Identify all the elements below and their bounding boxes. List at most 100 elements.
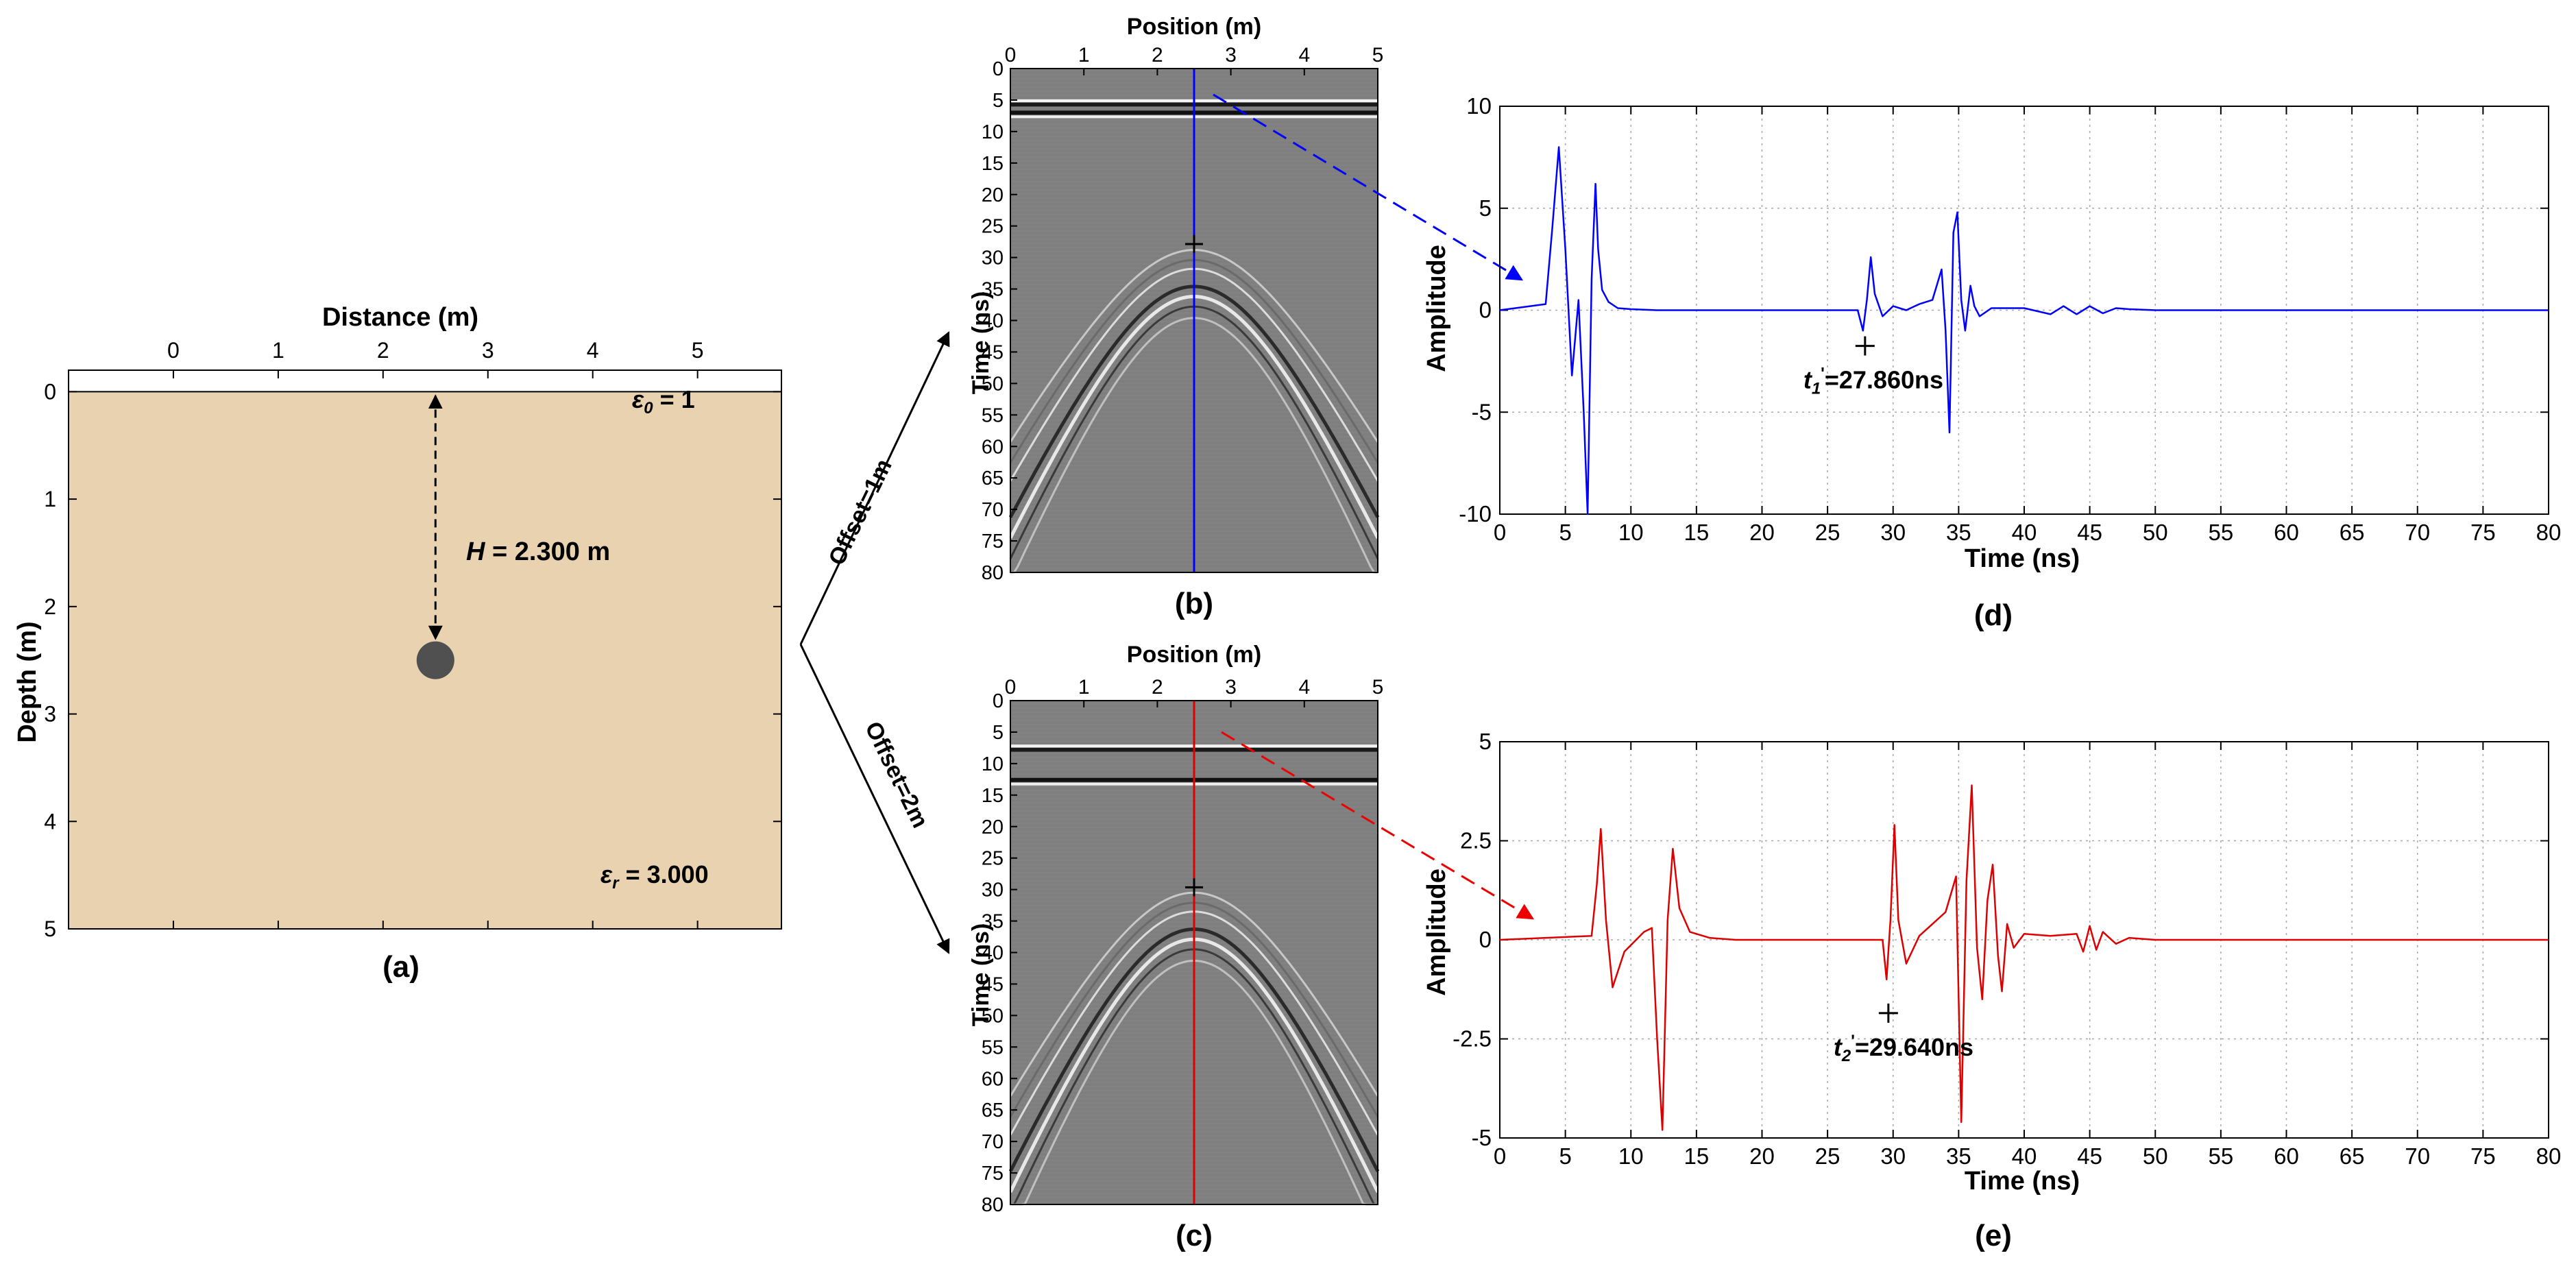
- model-frame: [68, 369, 782, 930]
- trace-x-axis-label: Time (ns): [1965, 544, 2080, 573]
- first-arrival-pick-marker: [1855, 336, 1875, 356]
- model-y-tick-label: 4: [44, 809, 56, 834]
- trace-y-tick-label: -5: [1472, 399, 1492, 424]
- trace-x-tick-label: 75: [2470, 1143, 2496, 1169]
- upper-branch-arrow: [799, 331, 950, 645]
- radargram-y-tick-label: 35: [982, 911, 1004, 933]
- radargram-y-tick-label: 45: [982, 341, 1004, 363]
- first-arrival-pick-label: t1'=27.860ns: [1803, 365, 1943, 398]
- radargram-y-tick-label: 20: [982, 184, 1004, 206]
- model-panel: 0 1 2 3 4 5 0 1 2 3 4 5 Distance (m) Depth (m) ε0 …: [13, 303, 782, 984]
- model-x-tick-label: 4: [587, 338, 599, 363]
- caption-a: (a): [382, 950, 420, 984]
- trace-x-tick-label: 60: [2274, 1143, 2299, 1169]
- radargram-x-tick-label: 5: [1372, 44, 1384, 66]
- radargram-x-tick-label: 2: [1152, 676, 1163, 699]
- trace-x-tick-label: 55: [2209, 1143, 2234, 1169]
- radargram-y-tick-label: 80: [982, 562, 1004, 584]
- model-x-tick-label: 5: [692, 338, 704, 363]
- radargram-y-tick-label: 25: [982, 848, 1004, 870]
- lower-branch-arrow: [799, 644, 950, 954]
- trace-waveform: [1499, 146, 2549, 516]
- trace-y-tick-label: 2.5: [1460, 828, 1492, 853]
- radargram-x-tick-label: 4: [1298, 676, 1310, 699]
- trace-y-tick-label: -5: [1472, 1125, 1492, 1150]
- trace-x-tick-label: 80: [2536, 520, 2562, 545]
- radargram-y-tick-label: 75: [982, 531, 1004, 553]
- trace-y-ticks: -5 -2.5 0 2.5 5: [1453, 729, 2549, 1150]
- offset-branch-arrows: Offset=1m Offset=2m: [799, 331, 950, 954]
- trace-x-tick-label: 65: [2340, 1143, 2365, 1169]
- radargram-x-tick-label: 1: [1078, 44, 1090, 66]
- model-y-axis-label: Depth (m): [13, 621, 42, 742]
- trace-x-tick-label: 10: [1618, 520, 1644, 545]
- radargram-x-ticks: 0 1 2 3 4 5: [1005, 676, 1383, 707]
- radargram-y-tick-label: 15: [982, 153, 1004, 175]
- model-x-ticks: 0 1 2 3 4 5: [167, 338, 704, 929]
- radargram-y-tick-label: 10: [982, 753, 1004, 775]
- caption-b: (b): [1175, 587, 1213, 620]
- radargram-y-tick-label: 40: [982, 311, 1004, 332]
- radargram-y-tick-label: 60: [982, 1068, 1004, 1090]
- model-y-tick-label: 5: [44, 917, 56, 941]
- trace-x-tick-label: 30: [1880, 1143, 1906, 1169]
- model-x-axis-label: Distance (m): [322, 303, 478, 332]
- radargram-y-tick-label: 65: [982, 1100, 1004, 1122]
- radargram-y-tick-label: 5: [993, 90, 1004, 112]
- model-y-tick-label: 3: [44, 702, 56, 727]
- first-arrival-pick-label: t2'=29.640ns: [1834, 1032, 1973, 1065]
- buried-target: [416, 641, 454, 679]
- model-y-tick-label: 2: [44, 594, 56, 619]
- trace-x-tick-label: 70: [2405, 520, 2430, 545]
- radargram-y-tick-label: 70: [982, 1131, 1004, 1153]
- radargram-y-tick-label: 60: [982, 436, 1004, 458]
- radargram-x-tick-label: 4: [1298, 44, 1310, 66]
- radargram-y-tick-label: 70: [982, 499, 1004, 521]
- trace-x-ticks: 0 5 10 15 20 25 30 35 40 45 50 55 60 65 70 75 80: [1494, 742, 2561, 1169]
- radargram-y-tick-label: 0: [993, 690, 1004, 712]
- trace-x-ticks: 0 5 10 15 20 25 30 35 40 45 50 55 60 65 70 75 80: [1494, 106, 2562, 545]
- trace-x-tick-label: 5: [1559, 1143, 1571, 1169]
- trace-plot-offset-2m: 0 5 10 15 20 25 30 35 40 45 50 55 60 65 70 75 80 -5-2.50…: [1422, 729, 2561, 1252]
- radargram-x-tick-label: 2: [1152, 44, 1163, 66]
- radargram-x-axis-label: Position (m): [1127, 14, 1261, 40]
- radargram-y-axis-label: Time (ns): [968, 291, 994, 395]
- trace-x-tick-label: 50: [2143, 520, 2168, 545]
- model-x-tick-label: 1: [272, 338, 284, 363]
- model-x-tick-label: 3: [482, 338, 494, 363]
- trace-y-axis-label: Amplitude: [1422, 869, 1451, 996]
- radargram-image: [1008, 68, 1380, 574]
- red-trace-callout-arrow: [1221, 731, 1535, 920]
- radargram-y-tick-label: 30: [982, 247, 1004, 269]
- radargram-x-tick-label: 0: [1005, 676, 1017, 699]
- radargram-x-axis-label: Position (m): [1127, 642, 1261, 668]
- trace-x-tick-label: 40: [2012, 1143, 2037, 1169]
- radargram-y-ticks: 0 5 10 15 20 25 30 35 40 45 50 55 60 65 70 75 80: [982, 58, 1017, 584]
- trace-x-tick-label: 45: [2077, 520, 2102, 545]
- radargram-y-tick-label: 30: [982, 880, 1004, 901]
- trace-x-tick-label: 5: [1559, 520, 1571, 545]
- radargram-y-tick-label: 25: [982, 216, 1004, 238]
- radargram-y-tick-label: 50: [982, 373, 1004, 395]
- radargram-y-tick-label: 80: [982, 1194, 1004, 1216]
- trace-y-tick-label: 0: [1479, 298, 1492, 323]
- blue-trace-callout-arrow: [1213, 93, 1524, 281]
- offset-2m-label: Offset=2m: [860, 718, 933, 832]
- radargram-y-tick-label: 65: [982, 468, 1004, 489]
- trace-y-tick-label: -10: [1459, 501, 1492, 526]
- trace-x-tick-label: 30: [1880, 520, 1906, 545]
- caption-d: (d): [1974, 598, 2013, 632]
- trace-x-tick-label: 25: [1815, 520, 1840, 545]
- trace-y-tick-label: 10: [1466, 93, 1492, 119]
- trace-x-tick-label: 15: [1684, 1143, 1710, 1169]
- radargram-y-tick-label: 50: [982, 1005, 1004, 1027]
- radargram-y-tick-label: 55: [982, 404, 1004, 426]
- radargram-x-tick-label: 0: [1005, 44, 1017, 66]
- radargram-y-tick-label: 75: [982, 1163, 1004, 1185]
- air-permittivity-label: ε0 = 1: [632, 385, 695, 417]
- radargram-y-tick-label: 40: [982, 943, 1004, 965]
- trace-x-tick-label: 40: [2012, 520, 2037, 545]
